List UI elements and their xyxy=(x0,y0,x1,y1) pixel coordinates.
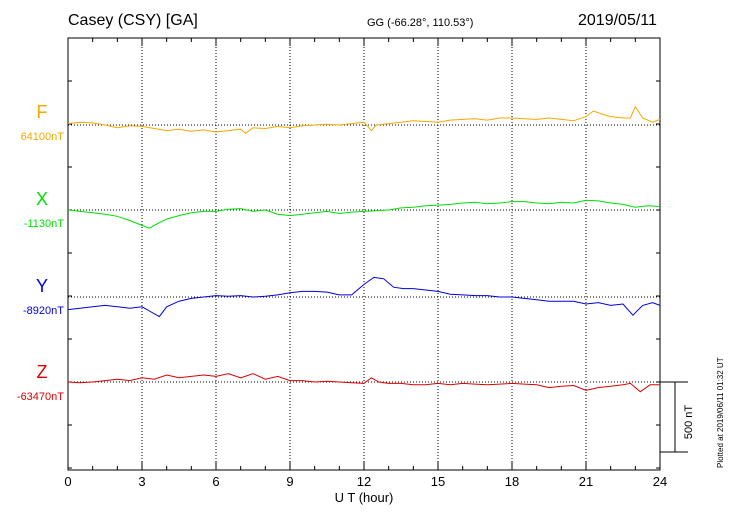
x-axis-label: U T (hour) xyxy=(335,490,394,505)
station-title: Casey (CSY) [GA] xyxy=(68,12,198,29)
channel-baseline-y: -8920nT xyxy=(23,305,64,317)
channel-baseline-x: -1130nT xyxy=(24,218,64,230)
channel-letter-x: X xyxy=(36,189,48,209)
x-tick-label: 18 xyxy=(505,474,519,489)
series-line-y xyxy=(67,276,661,318)
date-label: 2019/05/11 xyxy=(578,12,657,29)
channel-baseline-f: 64100nT xyxy=(21,131,65,143)
x-tick-label: 12 xyxy=(357,474,371,489)
plotted-timestamp: Plotted at 2019/06/11 01:32 UT xyxy=(716,357,725,468)
x-tick-label: 3 xyxy=(138,474,145,489)
x-tick-label: 24 xyxy=(653,474,667,489)
x-tick-label: 21 xyxy=(579,474,593,489)
coordinates-label: GG (-66.28°, 110.53°) xyxy=(367,17,474,29)
x-tick-label: 0 xyxy=(64,474,71,489)
channel-letter-y: Y xyxy=(36,276,48,296)
x-tick-label: 9 xyxy=(286,474,293,489)
series-line-f xyxy=(67,105,661,135)
channel-letter-z: Z xyxy=(37,362,48,382)
channel-letter-f: F xyxy=(37,102,48,122)
channel-baseline-z: -63470nT xyxy=(17,391,64,403)
series-line-x xyxy=(67,199,661,229)
series-line-z xyxy=(67,373,660,393)
x-tick-label: 15 xyxy=(431,474,445,489)
scale-bar-label: 500 nT xyxy=(683,405,695,440)
x-tick-label: 6 xyxy=(212,474,219,489)
